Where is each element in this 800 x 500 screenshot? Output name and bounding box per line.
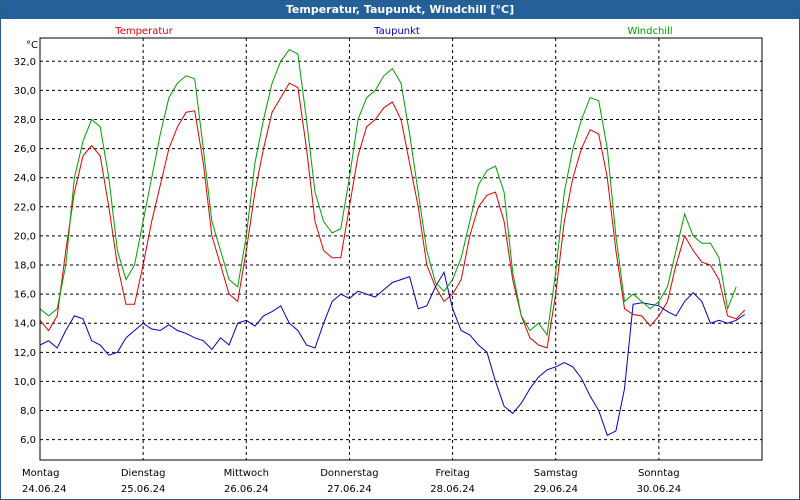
y-tick-label: 14,0 bbox=[14, 319, 36, 330]
legend-entry: Taupunkt bbox=[373, 26, 420, 37]
x-tick-date: 27.06.24 bbox=[327, 484, 372, 495]
y-tick-label: 10,0 bbox=[14, 377, 36, 388]
y-tick-label: 18,0 bbox=[14, 261, 36, 272]
x-tick-day: Samstag bbox=[534, 468, 578, 479]
series-line-temperatur bbox=[39, 82, 746, 349]
series-group bbox=[39, 48, 746, 437]
legend-entry: Windchill bbox=[627, 26, 672, 37]
x-tick-day: Donnerstag bbox=[320, 468, 378, 479]
x-axis: Montag 24.06.24 Dienstag 25.06.24 Mittwoch 26… bbox=[22, 468, 681, 495]
y-tick-label: 6,0 bbox=[20, 435, 36, 446]
grid bbox=[40, 38, 762, 460]
y-axis-unit: °C bbox=[26, 40, 38, 51]
x-tick-day: Freitag bbox=[435, 468, 469, 479]
legend: Temperatur Taupunkt Windchill bbox=[114, 26, 672, 37]
x-tick-date: 26.06.24 bbox=[224, 484, 269, 495]
y-tick-label: 28,0 bbox=[14, 115, 36, 126]
x-tick-date: 25.06.24 bbox=[121, 484, 166, 495]
y-tick-label: 26,0 bbox=[14, 144, 36, 155]
y-tick-label: 20,0 bbox=[14, 231, 36, 242]
x-tick-date: 24.06.24 bbox=[22, 484, 67, 495]
y-tick-label: 12,0 bbox=[14, 348, 36, 359]
series-line-taupunkt bbox=[39, 270, 746, 437]
x-tick-date: 30.06.24 bbox=[637, 484, 682, 495]
y-axis: 6,0 8,0 10,0 12,0 14,0 16,0 18,0 20,0 22,0 24,0 26… bbox=[14, 57, 36, 446]
y-tick-label: 8,0 bbox=[20, 406, 36, 417]
y-tick-label: 30,0 bbox=[14, 86, 36, 97]
plot-area bbox=[40, 38, 762, 460]
y-tick-label: 32,0 bbox=[14, 57, 36, 68]
y-tick-label: 24,0 bbox=[14, 173, 36, 184]
y-tick-label: 22,0 bbox=[14, 202, 36, 213]
legend-entry: Temperatur bbox=[114, 26, 173, 37]
y-tick-label: 16,0 bbox=[14, 290, 36, 301]
x-tick-date: 29.06.24 bbox=[533, 484, 578, 495]
series-line-windchill bbox=[39, 48, 737, 337]
x-tick-day: Montag bbox=[22, 468, 59, 479]
x-tick-day: Dienstag bbox=[121, 468, 166, 479]
x-tick-date: 28.06.24 bbox=[430, 484, 475, 495]
plot-border bbox=[39, 37, 763, 461]
x-tick-day: Mittwoch bbox=[224, 468, 269, 479]
x-tick-day: Sonntag bbox=[638, 468, 680, 479]
chart-title: Temperatur, Taupunkt, Windchill [°C] bbox=[1, 1, 799, 19]
